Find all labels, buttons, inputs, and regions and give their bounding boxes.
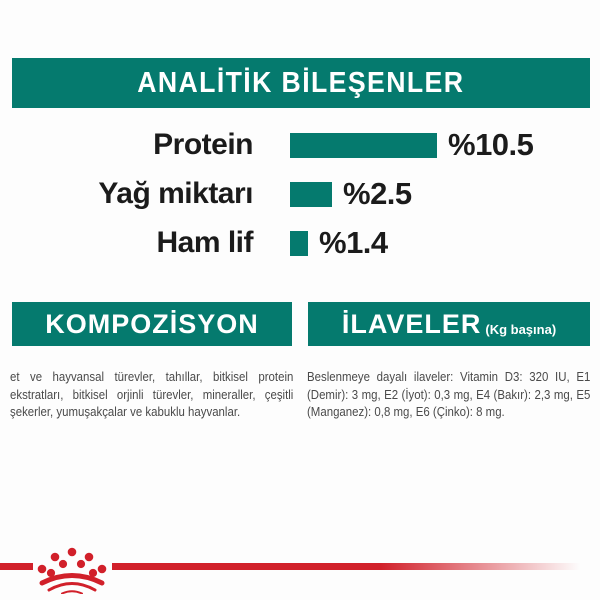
chart-row-protein: Protein %10.5 xyxy=(0,127,534,162)
brand-line-right xyxy=(112,563,600,570)
additives-title-suffix: (Kg başına) xyxy=(485,321,557,337)
analytic-components-title: ANALİTİK BİLEŞENLER xyxy=(137,66,465,99)
fibre-bar xyxy=(290,230,308,256)
composition-header: KOMPOZİSYON xyxy=(12,302,292,346)
protein-value: %10.5 xyxy=(448,127,534,162)
protein-bar xyxy=(290,132,437,158)
analytic-components-header: ANALİTİK BİLEŞENLER xyxy=(12,58,590,108)
fat-label: Yağ miktarı xyxy=(98,177,253,210)
brand-line-left xyxy=(0,563,33,570)
fat-bar xyxy=(290,181,332,207)
additives-header: İLAVELER (Kg başına) xyxy=(308,302,590,346)
composition-title: KOMPOZİSYON xyxy=(45,308,259,339)
protein-label: Protein xyxy=(153,128,253,161)
fat-value: %2.5 xyxy=(343,176,412,211)
fibre-value: %1.4 xyxy=(319,225,388,260)
chart-row-fat: Yağ miktarı %2.5 xyxy=(0,176,412,211)
royal-canin-crown-icon xyxy=(37,547,107,594)
additives-text: Beslenmeye dayalı ilaveler: Vitamin D3: … xyxy=(307,369,591,419)
additives-title: İLAVELER xyxy=(341,308,482,339)
chart-row-fibre: Ham lif %1.4 xyxy=(0,225,388,260)
fibre-label: Ham lif xyxy=(156,226,253,259)
composition-text: et ve hayvansal türevler, tahıllar, bitk… xyxy=(10,369,294,419)
